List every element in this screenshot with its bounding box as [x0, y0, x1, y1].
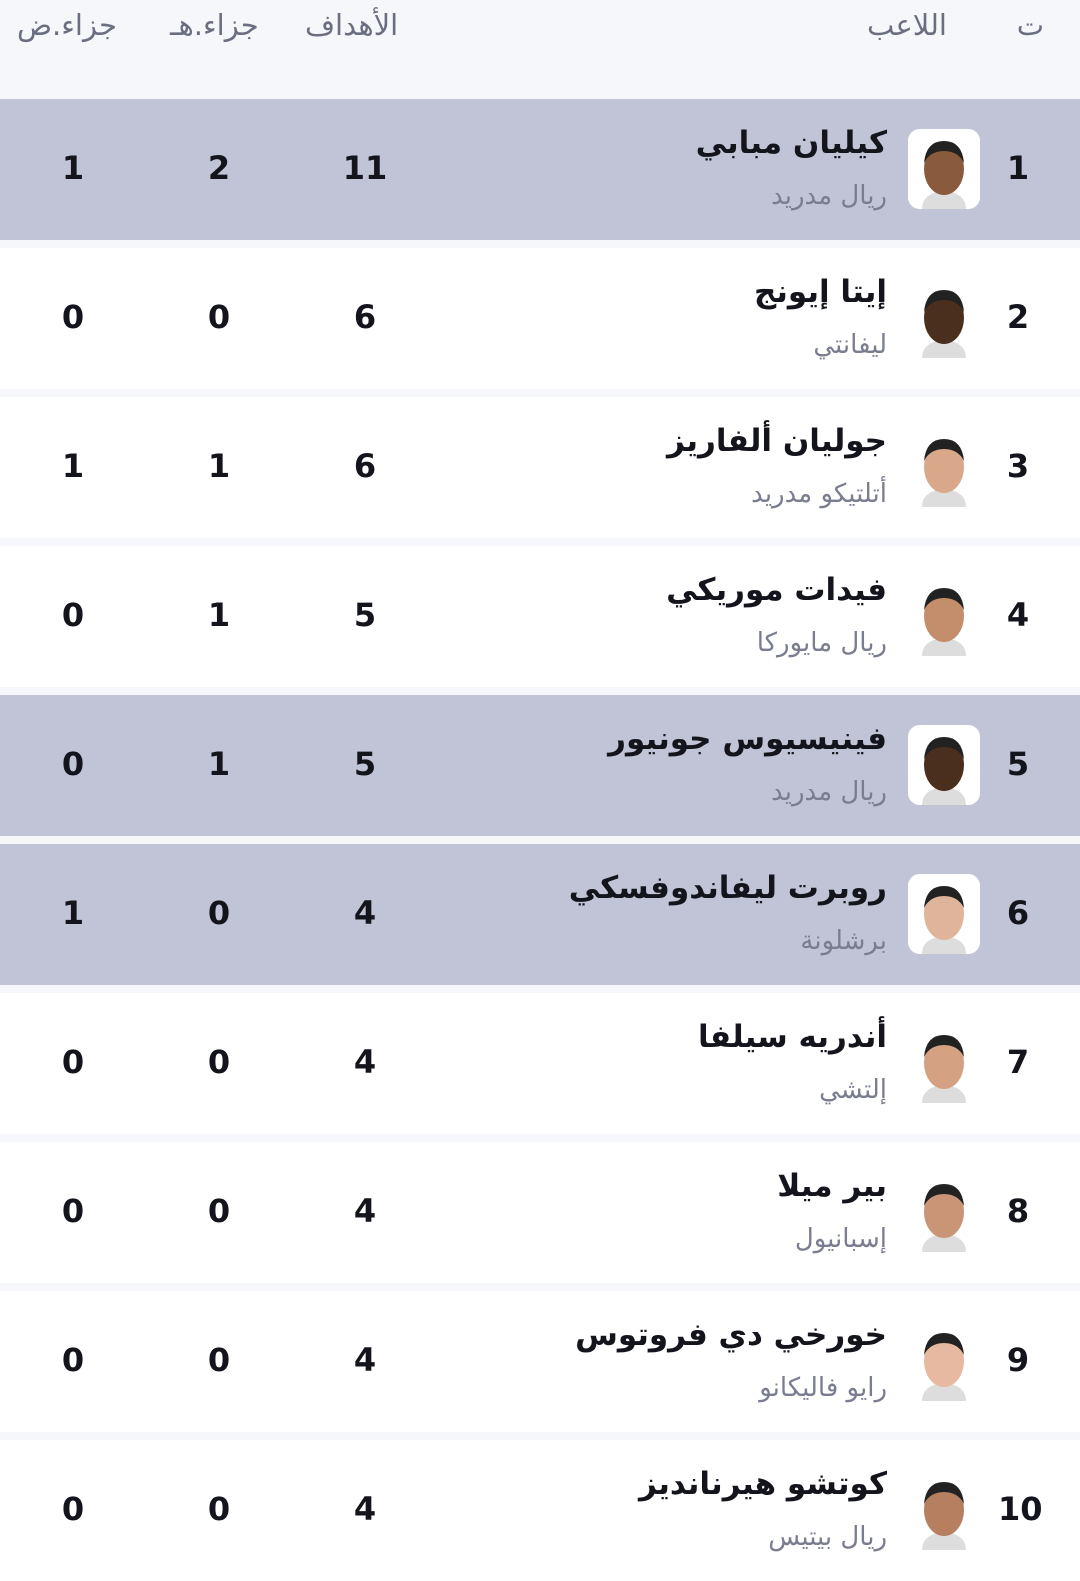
team-name: ريال بيتيس [768, 1522, 887, 1552]
penalties-scored-value: 0 [207, 1192, 231, 1230]
player-avatar [908, 427, 980, 507]
rank: 1 [1006, 149, 1030, 187]
penalties-scored-value: 1 [207, 447, 231, 485]
team-name: ريال مايوركا [756, 628, 887, 658]
team-name: برشلونة [800, 926, 887, 956]
player-photo-icon [908, 1172, 980, 1252]
player-name[interactable]: كوتشو هيرنانديز [638, 1466, 887, 1502]
goals-value: 4 [353, 1043, 377, 1081]
team-name: رايو فاليكانو [759, 1373, 887, 1403]
table-row[interactable]: 2 إيتا إيونج ليفانتي 6 0 0 [0, 248, 1080, 389]
penalties-scored-value: 0 [207, 1043, 231, 1081]
table-row[interactable]: 4 فيدات موريكي ريال مايوركا 5 1 0 [0, 546, 1080, 687]
rank: 6 [1006, 894, 1030, 932]
header-penalties-scored: جزاء.هـ [170, 8, 259, 42]
rank: 5 [1006, 745, 1030, 783]
team-name: أتلتيكو مدريد [751, 479, 887, 509]
table-row[interactable]: 3 جوليان ألفاريز أتلتيكو مدريد 6 1 1 [0, 397, 1080, 538]
player-photo-icon [908, 1470, 980, 1550]
table-header: ت اللاعب الأهداف جزاء.هـ جزاء.ض [0, 0, 1080, 99]
table-row[interactable]: 6 روبرت ليفاندوفسكي برشلونة 4 0 1 [0, 844, 1080, 985]
player-photo-icon [908, 427, 980, 507]
rank: 2 [1006, 298, 1030, 336]
header-rank: ت [1016, 8, 1044, 42]
player-name[interactable]: إيتا إيونج [753, 274, 887, 310]
penalties-missed-value: 0 [61, 298, 85, 336]
penalties-scored-value: 2 [207, 149, 231, 187]
table-row[interactable]: 1 كيليان مبابي ريال مدريد 11 2 1 [0, 99, 1080, 240]
penalties-scored-value: 1 [207, 745, 231, 783]
goals-value: 4 [353, 1192, 377, 1230]
penalties-scored-value: 1 [207, 596, 231, 634]
team-name: ليفانتي [813, 330, 887, 360]
player-name[interactable]: جوليان ألفاريز [667, 423, 887, 459]
rank: 9 [1006, 1341, 1030, 1379]
header-penalties-missed: جزاء.ض [17, 8, 117, 42]
penalties-missed-value: 1 [61, 149, 85, 187]
team-name: إسبانيول [794, 1224, 887, 1254]
rank: 8 [1006, 1192, 1030, 1230]
penalties-missed-value: 0 [61, 745, 85, 783]
player-avatar [908, 1172, 980, 1252]
player-name[interactable]: فيدات موريكي [666, 572, 887, 608]
penalties-missed-value: 1 [61, 447, 85, 485]
goals-value: 6 [353, 298, 377, 336]
rank: 10 [998, 1490, 1043, 1528]
rank: 3 [1006, 447, 1030, 485]
goals-value: 5 [353, 596, 377, 634]
player-name[interactable]: بير ميلا [777, 1168, 887, 1204]
player-photo-icon [908, 1023, 980, 1103]
header-goals: الأهداف [305, 8, 399, 42]
player-avatar [908, 874, 980, 954]
player-photo-icon [908, 278, 980, 358]
goals-value: 4 [353, 894, 377, 932]
table-row[interactable]: 7 أندريه سيلفا إلتشي 4 0 0 [0, 993, 1080, 1134]
goals-value: 5 [353, 745, 377, 783]
player-avatar [908, 1321, 980, 1401]
player-name[interactable]: فينيسيوس جونيور [608, 721, 887, 757]
player-photo-icon [908, 725, 980, 805]
player-photo-icon [908, 1321, 980, 1401]
player-name[interactable]: أندريه سيلفا [698, 1019, 887, 1055]
penalties-missed-value: 1 [61, 894, 85, 932]
penalties-scored-value: 0 [207, 1341, 231, 1379]
player-photo-icon [908, 874, 980, 954]
player-name[interactable]: روبرت ليفاندوفسكي [568, 870, 887, 906]
header-player: اللاعب [867, 8, 947, 42]
player-name[interactable]: خورخي دي فروتوس [575, 1317, 887, 1353]
penalties-missed-value: 0 [61, 596, 85, 634]
penalties-scored-value: 0 [207, 298, 231, 336]
player-name[interactable]: كيليان مبابي [695, 125, 887, 161]
player-avatar [908, 725, 980, 805]
penalties-scored-value: 0 [207, 1490, 231, 1528]
team-name: ريال مدريد [771, 181, 887, 211]
goals-value: 4 [353, 1341, 377, 1379]
player-avatar [908, 576, 980, 656]
player-avatar [908, 129, 980, 209]
penalties-missed-value: 0 [61, 1192, 85, 1230]
penalties-scored-value: 0 [207, 894, 231, 932]
goals-value: 4 [353, 1490, 377, 1528]
player-photo-icon [908, 576, 980, 656]
player-avatar [908, 1470, 980, 1550]
player-avatar [908, 1023, 980, 1103]
player-avatar [908, 278, 980, 358]
rank: 7 [1006, 1043, 1030, 1081]
goals-value: 11 [342, 149, 388, 187]
team-name: ريال مدريد [771, 777, 887, 807]
penalties-missed-value: 0 [61, 1490, 85, 1528]
penalties-missed-value: 0 [61, 1043, 85, 1081]
table-row[interactable]: 9 خورخي دي فروتوس رايو فاليكانو 4 0 0 [0, 1291, 1080, 1432]
penalties-missed-value: 0 [61, 1341, 85, 1379]
table-row[interactable]: 8 بير ميلا إسبانيول 4 0 0 [0, 1142, 1080, 1283]
table-row[interactable]: 10 كوتشو هيرنانديز ريال بيتيس 4 0 0 [0, 1440, 1080, 1581]
player-photo-icon [908, 129, 980, 209]
rank: 4 [1006, 596, 1030, 634]
table-row[interactable]: 5 فينيسيوس جونيور ريال مدريد 5 1 0 [0, 695, 1080, 836]
team-name: إلتشي [819, 1075, 887, 1105]
goals-value: 6 [353, 447, 377, 485]
